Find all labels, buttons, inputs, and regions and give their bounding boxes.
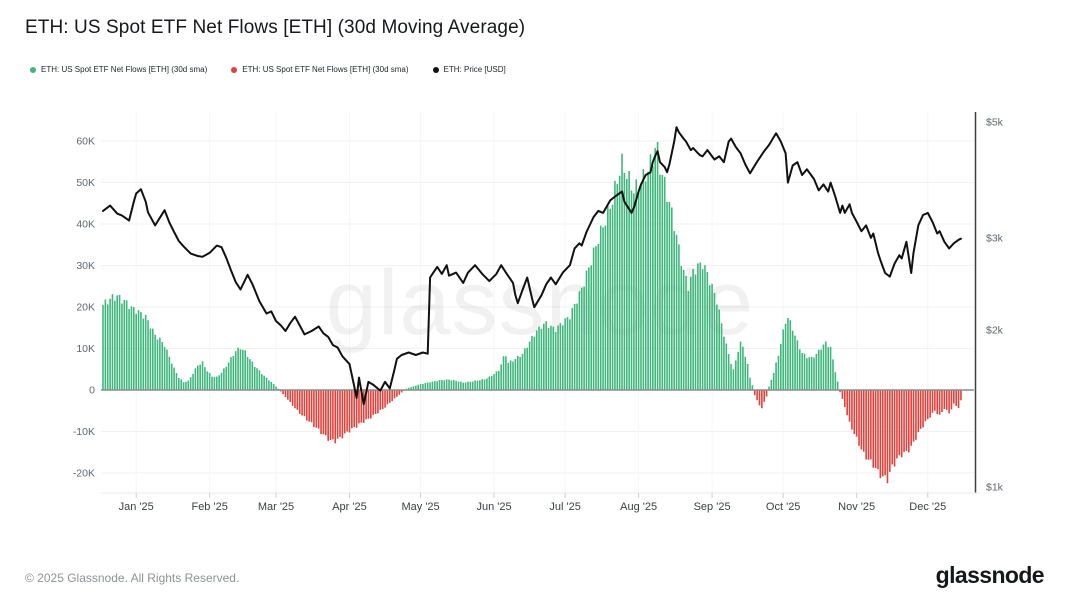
legend-label: ETH: US Spot ETF Net Flows [ETH] (30d sm… bbox=[41, 65, 208, 74]
x-axis-labels: Jan '25 Feb '25 Mar '25 Apr '25 May '25 Jun '… bbox=[119, 493, 946, 513]
left-tick-label: 10K bbox=[76, 343, 95, 355]
left-tick-label: 30K bbox=[76, 260, 95, 272]
right-tick-label: $5k bbox=[986, 117, 1004, 129]
copyright-text: © 2025 Glassnode. All Rights Reserved. bbox=[25, 571, 240, 585]
legend-dot-red-icon bbox=[231, 66, 238, 73]
x-tick-label: Oct '25 bbox=[766, 501, 801, 513]
x-tick-label: Apr '25 bbox=[332, 501, 367, 513]
horizontal-gridlines bbox=[101, 140, 974, 474]
price-line bbox=[102, 126, 962, 406]
chart-legend: ETH: US Spot ETF Net Flows [ETH] (30d sm… bbox=[30, 65, 506, 74]
right-axis-labels: $5k $3k $2k $1k bbox=[986, 117, 1004, 494]
left-tick-label: -20K bbox=[73, 468, 95, 480]
legend-dot-black-icon bbox=[432, 66, 439, 73]
vertical-gridlines bbox=[135, 112, 929, 493]
glassnode-logo: glassnode bbox=[935, 562, 1045, 588]
left-tick-label: 40K bbox=[76, 219, 95, 231]
legend-label: ETH: Price [USD] bbox=[443, 65, 506, 74]
left-tick-label: 60K bbox=[76, 136, 95, 148]
plot-area[interactable] bbox=[101, 112, 974, 493]
right-tick-label: $2k bbox=[986, 324, 1004, 336]
x-tick-label: Jan '25 bbox=[119, 501, 154, 513]
left-tick-label: 20K bbox=[76, 302, 95, 314]
legend-item-netflows-positive[interactable]: ETH: US Spot ETF Net Flows [ETH] (30d sm… bbox=[30, 65, 207, 74]
x-tick-label: Jun '25 bbox=[476, 501, 511, 513]
x-tick-label: Feb '25 bbox=[191, 501, 227, 513]
legend-dot-green-icon bbox=[30, 66, 36, 73]
x-tick-label: Jul '25 bbox=[549, 501, 580, 513]
legend-label: ETH: US Spot ETF Net Flows [ETH] (30d sm… bbox=[242, 65, 409, 74]
right-tick-label: $3k bbox=[986, 232, 1004, 244]
x-tick-label: Mar '25 bbox=[258, 501, 294, 513]
x-tick-label: Aug '25 bbox=[620, 501, 657, 513]
left-tick-label: 0 bbox=[89, 385, 95, 397]
x-tick-label: May '25 bbox=[401, 501, 439, 513]
x-tick-label: Dec '25 bbox=[909, 501, 946, 513]
left-tick-label: 50K bbox=[76, 177, 95, 189]
left-axis-labels: 60K 50K 40K 30K 20K 10K 0 -10K -20K bbox=[73, 136, 95, 480]
page-title: ETH: US Spot ETF Net Flows [ETH] (30d Mo… bbox=[25, 17, 526, 38]
left-tick-label: -10K bbox=[73, 426, 95, 438]
legend-item-netflows-negative[interactable]: ETH: US Spot ETF Net Flows [ETH] (30d sm… bbox=[231, 65, 409, 74]
x-tick-label: Sep '25 bbox=[694, 501, 731, 513]
legend-item-price[interactable]: ETH: Price [USD] bbox=[432, 65, 506, 74]
x-tick-label: Nov '25 bbox=[838, 501, 875, 513]
right-tick-label: $1k bbox=[986, 482, 1004, 494]
flow-bars bbox=[102, 141, 962, 484]
